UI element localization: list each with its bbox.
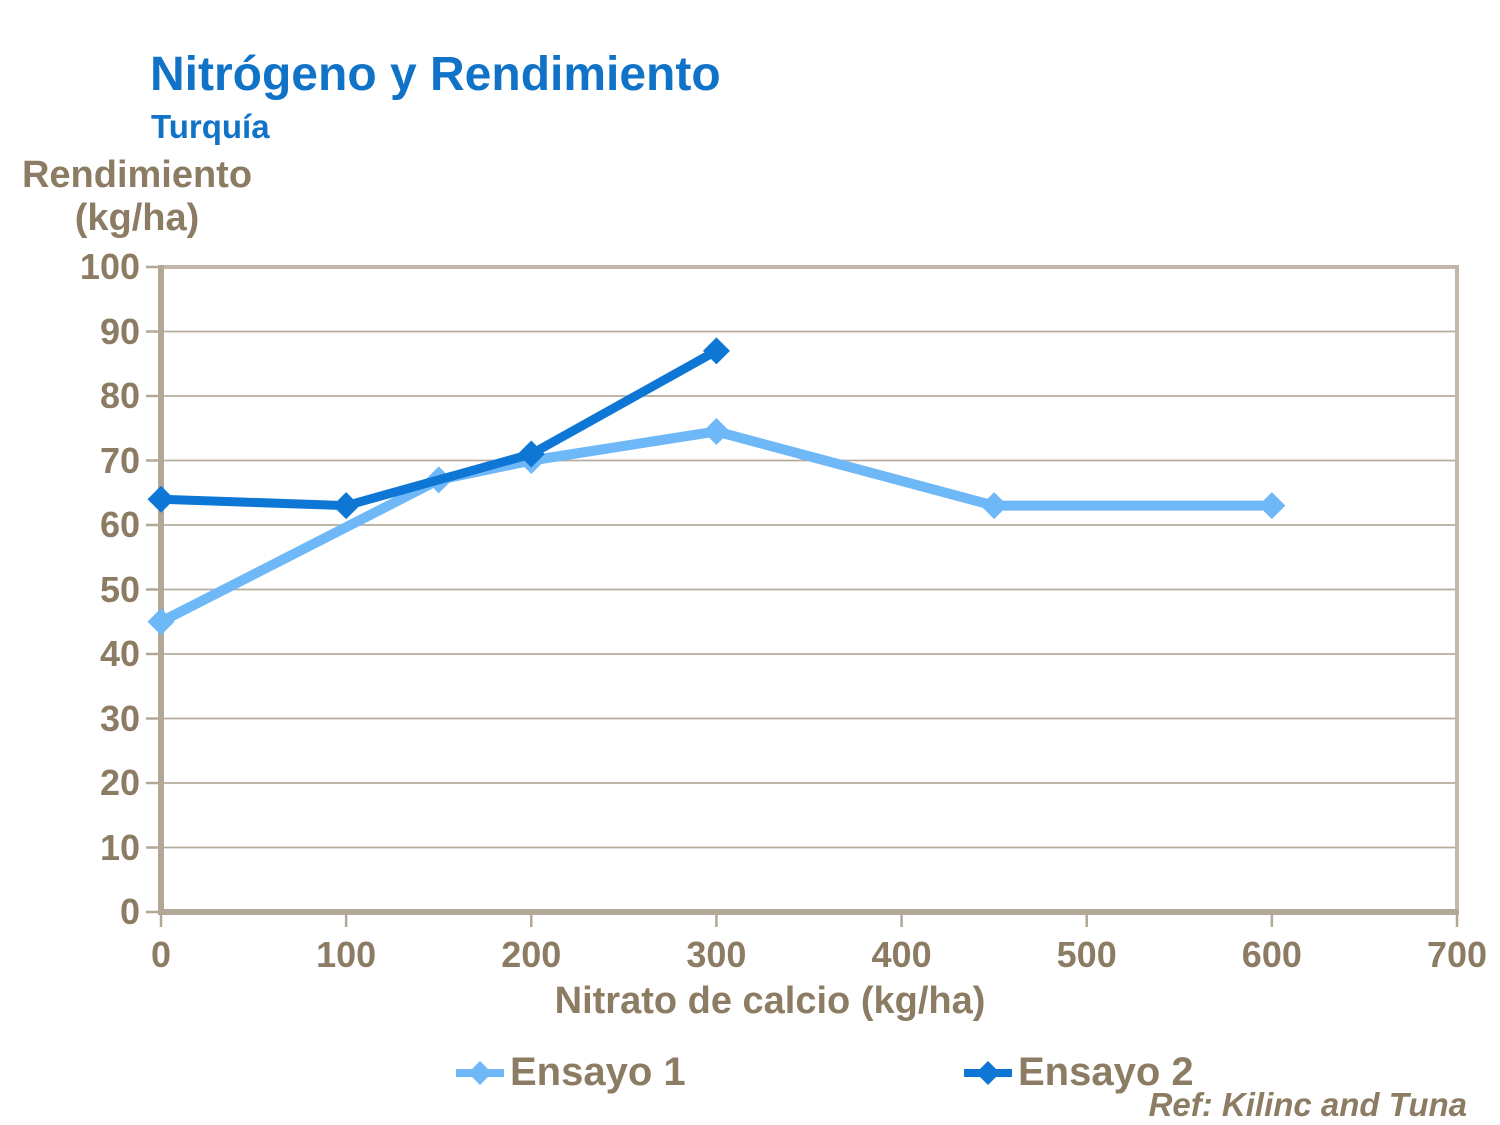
legend-item-ensayo-2: Ensayo 2 [963,1050,1194,1095]
y-axis-title-line1: Rendimiento [21,154,253,196]
legend-label-ensayo-2: Ensayo 2 [1018,1050,1194,1094]
data-point-marker [702,337,730,365]
series-line-1 [156,426,1277,627]
data-point-marker [147,608,175,636]
y-tick-label: 20 [99,762,140,803]
legend-item-ensayo-1: Ensayo 1 [455,1050,686,1095]
x-tick-label: 300 [686,934,747,975]
y-tick-label: 50 [99,568,140,610]
y-tick-label: 80 [99,375,140,416]
data-point-marker [332,492,360,520]
reference-citation: Ref: Kilinc and Tuna [1148,1086,1467,1123]
x-tick-label: 200 [501,934,562,975]
data-point-marker [702,417,730,445]
data-point-marker [517,440,545,468]
data-point-marker [147,485,175,513]
legend-label-ensayo-1: Ensayo 1 [510,1050,686,1094]
x-tick-label: 400 [871,934,932,975]
x-axis-title: Nitrato de calcio (kg/ha) [554,980,986,1022]
y-tick-label: 90 [99,310,140,352]
y-tick-label: 40 [99,633,140,674]
y-tick-label: 10 [99,826,140,868]
data-point-marker [1258,492,1286,520]
x-tick-label: 600 [1241,934,1302,975]
x-tick-label: 100 [316,934,377,975]
y-tick-label: 30 [99,697,140,739]
x-tick-label: 500 [1056,934,1117,975]
series-line-2 [156,346,721,511]
series-2-line-marker-icon [964,1060,1012,1085]
series-1-line-marker-icon [456,1060,504,1085]
x-tick-label: 700 [1426,934,1488,975]
chart-title: Nitrógeno y Rendimiento [150,48,721,101]
y-tick-label: 60 [99,504,140,545]
y-tick-label: 100 [79,246,140,287]
y-tick-label: 70 [99,439,140,481]
x-tick-label: 0 [150,934,172,975]
chart-subtitle: Turquía [151,108,270,145]
y-axis-title: Rendimiento (kg/ha) [18,154,256,239]
data-point-marker [980,492,1008,520]
y-axis-title-line2: (kg/ha) [74,196,200,239]
y-tick-label: 0 [119,891,140,932]
